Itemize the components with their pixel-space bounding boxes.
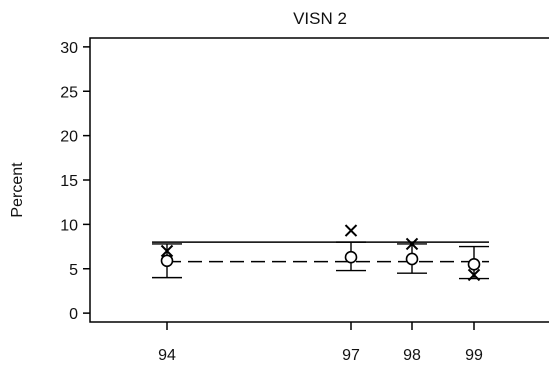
circle-point (405, 252, 419, 266)
circle-series (160, 250, 481, 271)
cross-stroke (405, 237, 419, 251)
chart-title: VISN 2 (293, 9, 347, 28)
x-tick-label: 94 (158, 347, 176, 364)
y-tick-label: 15 (60, 173, 78, 190)
circle-point (160, 254, 174, 268)
cross-point (344, 224, 358, 237)
cross-stroke (160, 244, 174, 258)
circle-point (467, 258, 481, 271)
cross-stroke (467, 268, 481, 282)
cross-point (405, 237, 419, 251)
y-axis-label: Percent (9, 162, 26, 218)
x-tick-label: 97 (342, 347, 360, 364)
y-tick-label: 30 (60, 40, 78, 57)
y-tick-label: 10 (60, 217, 78, 234)
cross-point (467, 268, 481, 282)
cross-series (160, 224, 481, 282)
x-tick-label: 99 (465, 347, 483, 364)
x-axis: 94 97 98 99 (158, 322, 483, 364)
plot-frame (89, 37, 549, 323)
circle-point (344, 250, 358, 264)
y-tick-label: 20 (60, 129, 78, 146)
error-bars (152, 241, 489, 280)
y-tick-label: 5 (69, 262, 78, 279)
cross-stroke (344, 224, 358, 237)
x-tick-label: 98 (403, 347, 421, 364)
y-axis: 0 5 10 15 20 25 30 (60, 40, 90, 323)
cross-point (160, 244, 174, 258)
y-tick-label: 0 (69, 306, 78, 323)
y-tick-label: 25 (60, 84, 78, 101)
reference-lines (152, 241, 489, 263)
